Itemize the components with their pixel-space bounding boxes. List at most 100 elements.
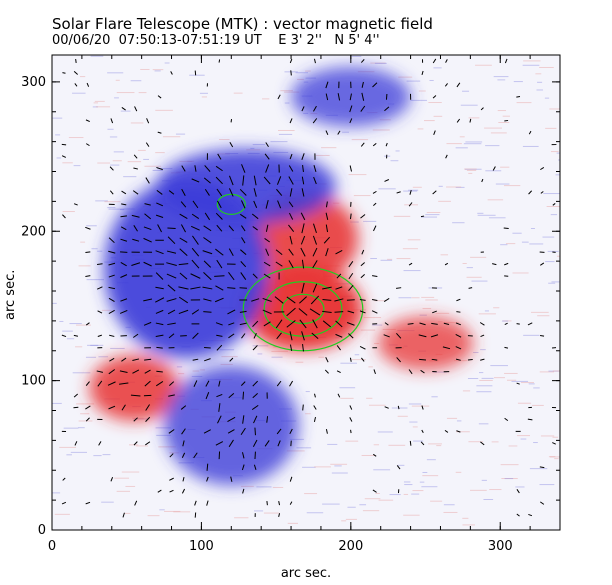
field-vector	[85, 251, 91, 253]
noise-streak	[315, 154, 330, 156]
noise-streak	[351, 55, 362, 57]
field-vector	[110, 476, 114, 482]
noise-streak	[295, 361, 304, 363]
noise-streak	[107, 128, 114, 130]
field-vector	[314, 393, 316, 398]
noise-streak	[284, 91, 300, 93]
noise-streak	[62, 211, 75, 213]
noise-streak	[523, 334, 540, 336]
field-vector	[373, 225, 377, 232]
field-vector	[360, 59, 365, 63]
noise-streak	[302, 466, 316, 468]
noise-streak	[121, 471, 140, 473]
field-vector	[301, 188, 305, 197]
field-vector	[205, 380, 210, 387]
noise-streak	[537, 315, 550, 317]
field-vector	[109, 334, 115, 337]
field-vector	[456, 118, 461, 123]
noise-streak	[421, 216, 438, 218]
noise-streak	[523, 60, 541, 62]
field-vector	[170, 71, 173, 75]
field-vector	[479, 322, 485, 326]
field-vector	[312, 247, 318, 257]
field-vector	[169, 489, 174, 493]
field-vector	[504, 119, 509, 122]
field-vector	[73, 334, 79, 337]
field-vector	[276, 332, 282, 340]
noise-streak	[393, 215, 411, 217]
noise-streak	[433, 67, 442, 69]
field-vector	[144, 203, 151, 206]
field-vector	[322, 286, 332, 290]
field-vector	[240, 381, 246, 386]
field-vector	[251, 298, 260, 302]
field-vector	[216, 188, 223, 197]
noise-streak	[101, 309, 112, 311]
noise-streak	[347, 506, 356, 508]
noise-streak	[508, 445, 518, 447]
field-vector	[181, 488, 186, 494]
noise-streak	[446, 417, 458, 419]
field-vector	[132, 238, 140, 242]
noise-streak	[377, 431, 393, 433]
field-vector	[121, 190, 127, 195]
field-vector	[335, 249, 343, 255]
field-vector	[97, 380, 103, 387]
field-vector	[347, 310, 355, 314]
noise-streak	[501, 320, 509, 322]
field-vector	[107, 381, 116, 386]
field-vector	[299, 319, 307, 329]
field-vector	[133, 441, 138, 446]
field-vector	[253, 200, 258, 208]
field-vector	[228, 322, 235, 326]
field-vector	[182, 440, 185, 447]
noise-streak	[535, 73, 542, 75]
noise-streak	[372, 129, 390, 131]
field-vector	[216, 259, 223, 269]
field-vector	[289, 118, 293, 124]
noise-streak	[351, 139, 369, 141]
noise-streak	[271, 356, 283, 358]
noise-streak	[86, 225, 97, 227]
field-vector	[540, 166, 545, 171]
field-vector	[178, 309, 189, 315]
field-vector	[263, 261, 271, 267]
noise-streak	[412, 186, 422, 188]
noise-streak	[388, 444, 406, 446]
field-vector	[166, 298, 177, 302]
noise-streak	[540, 435, 555, 437]
field-vector	[516, 489, 520, 494]
field-vector	[325, 357, 329, 363]
field-vector	[443, 322, 450, 325]
field-vector	[155, 297, 165, 303]
field-vector	[228, 271, 235, 281]
field-vector	[383, 334, 390, 338]
noise-streak	[428, 443, 442, 445]
field-vector	[85, 381, 90, 386]
noise-streak	[120, 110, 131, 112]
noise-streak	[558, 159, 560, 161]
field-vector	[336, 273, 342, 279]
noise-streak	[140, 68, 150, 70]
noise-streak	[75, 346, 83, 348]
field-vector	[301, 282, 305, 294]
noise-streak	[419, 481, 425, 483]
noise-streak	[431, 396, 438, 398]
field-vector	[143, 237, 152, 243]
field-vector	[143, 226, 152, 231]
field-vector	[266, 500, 268, 506]
noise-streak	[156, 434, 171, 436]
field-vector	[348, 272, 354, 280]
noise-streak	[549, 108, 560, 110]
field-vector	[253, 175, 257, 186]
field-vector	[240, 200, 246, 209]
field-vector	[527, 418, 533, 421]
field-vector	[420, 369, 425, 374]
y-tick-label: 0	[38, 523, 46, 538]
field-vector	[120, 274, 128, 278]
noise-streak	[66, 454, 72, 456]
field-vector	[419, 358, 427, 361]
field-vector	[228, 439, 234, 448]
noise-streak	[199, 369, 205, 371]
field-vector	[301, 259, 305, 269]
